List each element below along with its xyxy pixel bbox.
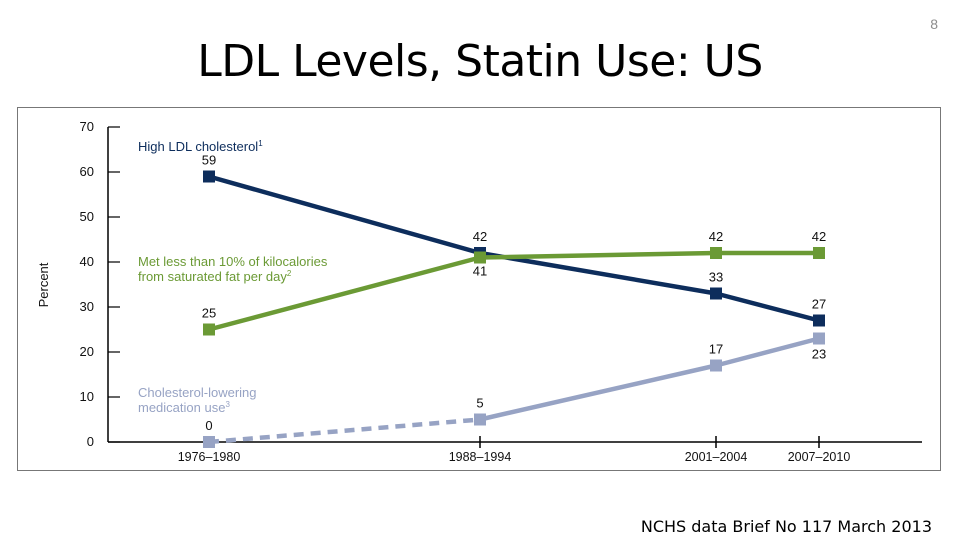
series-line-segment <box>479 363 717 422</box>
data-point-marker <box>474 413 486 426</box>
series-line-segment <box>208 174 481 256</box>
legend-footnote: 1 <box>258 139 263 148</box>
data-label: 0 <box>205 418 212 433</box>
data-label: 41 <box>473 264 487 279</box>
legend-label-3: Cholesterol-lowering <box>138 385 257 400</box>
y-tick-label: 0 <box>87 434 94 449</box>
data-point-marker <box>710 287 722 300</box>
y-tick-label: 20 <box>80 344 94 359</box>
slide-title: LDL Levels, Statin Use: US <box>197 36 763 87</box>
data-point-marker <box>710 247 722 259</box>
y-tick-label: 70 <box>80 119 94 134</box>
data-label: 33 <box>709 270 723 285</box>
slide-number: 8 <box>930 16 938 32</box>
data-label: 42 <box>812 229 826 244</box>
data-label: 23 <box>812 347 826 362</box>
data-point-marker <box>203 170 215 183</box>
x-tick-label: 2001–2004 <box>685 450 748 464</box>
y-tick-label: 10 <box>80 389 94 404</box>
legend-label-1: High LDL cholesterol1 <box>138 139 263 154</box>
data-point-marker <box>813 247 825 259</box>
data-label: 5 <box>476 396 483 411</box>
data-point-marker <box>710 359 722 372</box>
data-label: 42 <box>473 229 487 244</box>
data-point-marker <box>813 332 825 345</box>
data-label: 59 <box>202 153 216 168</box>
y-tick-label: 60 <box>80 164 94 179</box>
x-tick-label: 1976–1980 <box>178 450 241 464</box>
legend-footnote: 3 <box>225 400 230 409</box>
x-tick-label: 2007–2010 <box>788 450 851 464</box>
legend-footnote: 2 <box>287 269 292 278</box>
series-line-segment <box>208 417 481 445</box>
data-label: 42 <box>709 229 723 244</box>
source-citation: NCHS data Brief No 117 March 2013 <box>640 517 932 536</box>
y-tick-label: 40 <box>80 254 94 269</box>
y-tick-label: 50 <box>80 209 94 224</box>
data-label: 27 <box>812 297 826 312</box>
x-tick-label: 1988–1994 <box>449 450 512 464</box>
y-tick-label: 30 <box>80 299 94 314</box>
series-line-segment <box>479 250 717 260</box>
chart-frame <box>17 107 941 471</box>
data-point-marker <box>203 436 215 448</box>
series-line-segment <box>715 336 820 368</box>
data-label: 25 <box>202 306 216 321</box>
data-point-marker <box>813 314 825 327</box>
data-point-marker <box>203 323 215 336</box>
series-line-segment <box>479 250 717 296</box>
legend-label-3-line2: medication use3 <box>138 400 230 415</box>
y-axis-label: Percent <box>36 262 51 307</box>
legend-label-2: Met less than 10% of kilocalories <box>138 254 328 269</box>
data-point-marker <box>474 251 486 264</box>
series-line-segment <box>208 255 481 332</box>
legend-label-2-line2: from saturated fat per day2 <box>138 269 292 284</box>
series-line-segment <box>715 291 820 323</box>
data-label: 17 <box>709 342 723 357</box>
